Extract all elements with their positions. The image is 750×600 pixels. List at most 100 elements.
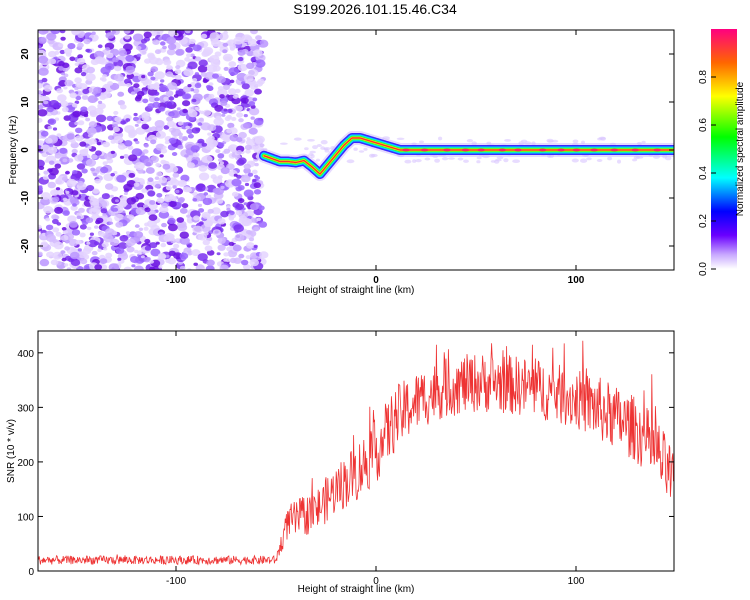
noise-speckle	[124, 35, 131, 40]
noise-speckle	[38, 109, 48, 117]
noise-speckle	[228, 88, 237, 95]
noise-speckle	[253, 182, 261, 189]
noise-speckle	[154, 176, 160, 180]
noise-speckle	[110, 139, 116, 144]
noise-speckle	[169, 66, 174, 70]
noise-speckle	[150, 76, 156, 81]
noise-speckle	[217, 237, 226, 244]
noise-speckle	[147, 103, 155, 109]
noise-speckle	[45, 234, 57, 242]
noise-speckle	[38, 251, 43, 256]
noise-speckle	[211, 39, 222, 47]
noise-speckle	[175, 74, 182, 80]
ridge-halo-speckle	[280, 142, 288, 145]
noise-speckle	[156, 171, 163, 177]
noise-speckle	[236, 112, 244, 118]
noise-speckle	[149, 242, 158, 249]
x-tick-label: -100	[166, 576, 186, 587]
noise-speckle	[68, 238, 79, 247]
noise-speckle	[197, 253, 208, 262]
y-tick-label: -20	[20, 238, 31, 253]
noise-speckle	[235, 105, 243, 112]
ridge-bead	[420, 148, 429, 152]
noise-speckle	[223, 252, 229, 257]
noise-speckle	[38, 165, 45, 170]
noise-speckle	[216, 76, 226, 84]
noise-speckle	[98, 100, 103, 104]
noise-speckle	[105, 47, 110, 51]
noise-speckle	[246, 62, 255, 69]
ridge-halo-speckle	[496, 156, 504, 160]
noise-speckle	[113, 110, 119, 115]
noise-speckle	[246, 137, 251, 141]
noise-speckle	[75, 82, 83, 88]
noise-speckle	[159, 154, 164, 158]
noise-speckle	[259, 40, 265, 45]
noise-speckle	[187, 123, 192, 127]
noise-speckle	[114, 116, 122, 122]
noise-speckle	[71, 190, 79, 196]
noise-speckle	[217, 218, 226, 225]
ridge-halo-speckle	[447, 157, 455, 160]
noise-speckle	[243, 189, 254, 198]
noise-speckle	[233, 224, 244, 233]
colorbar: 0.0 0.2 0.4 0.6 0.8 Normalized spectral ampl…	[698, 29, 746, 276]
noise-speckle	[78, 251, 87, 259]
noise-speckle	[102, 213, 107, 217]
noise-speckle	[187, 61, 198, 70]
noise-speckle	[217, 88, 228, 97]
x-tick-label: -100	[166, 275, 186, 286]
noise-speckle	[114, 65, 122, 72]
ridge-halo-speckle	[598, 136, 606, 140]
noise-speckle	[158, 210, 170, 219]
noise-speckle	[105, 32, 115, 39]
noise-speckle	[202, 109, 212, 117]
noise-speckle	[131, 264, 136, 268]
noise-speckle	[233, 173, 238, 177]
noise-speckle	[74, 154, 84, 162]
noise-speckle	[124, 140, 133, 147]
noise-speckle	[253, 189, 262, 195]
noise-speckle	[82, 148, 89, 153]
ridge-halo-speckle	[309, 150, 316, 154]
noise-speckle	[182, 186, 191, 193]
noise-speckle	[91, 31, 96, 35]
noise-speckle	[188, 110, 198, 118]
noise-speckle	[38, 172, 41, 177]
noise-speckle	[52, 127, 58, 131]
noise-speckle	[43, 170, 49, 175]
noise-speckle	[181, 136, 188, 141]
noise-speckle	[205, 137, 214, 144]
noise-speckle	[86, 127, 97, 135]
noise-speckle	[177, 144, 184, 150]
ridge-halo-speckle	[324, 149, 330, 153]
noise-speckle	[76, 215, 82, 220]
noise-speckle	[134, 224, 140, 228]
snr-panel: -100 0 100 0 100 200 300 400 Height of straight…	[6, 330, 675, 595]
noise-speckle	[135, 140, 140, 145]
noise-speckle	[87, 145, 92, 150]
noise-speckle	[149, 259, 154, 264]
colorbar-gradient	[711, 29, 737, 269]
noise-speckle	[38, 159, 45, 168]
noise-speckle	[143, 226, 149, 231]
noise-speckle	[202, 197, 213, 206]
noise-speckle	[91, 154, 98, 160]
noise-speckle	[41, 152, 48, 158]
noise-speckle	[38, 45, 42, 49]
bottom-axis-ticks: -100 0 100 0 100 200 300 400	[17, 331, 674, 587]
noise-speckle	[144, 238, 151, 244]
noise-speckle	[54, 163, 62, 169]
noise-speckle	[223, 66, 229, 71]
noise-speckle	[252, 97, 258, 102]
noise-speckle	[217, 244, 226, 251]
ridge-halo-speckle	[580, 158, 588, 163]
ridge-halo-speckle	[503, 158, 509, 163]
noise-speckle	[138, 227, 144, 231]
noise-speckle	[198, 208, 205, 213]
noise-speckle	[62, 158, 68, 163]
spectrogram-noise	[38, 30, 673, 270]
noise-speckle	[88, 121, 97, 128]
ridge-halo-speckle	[293, 137, 302, 141]
noise-speckle	[53, 241, 64, 250]
